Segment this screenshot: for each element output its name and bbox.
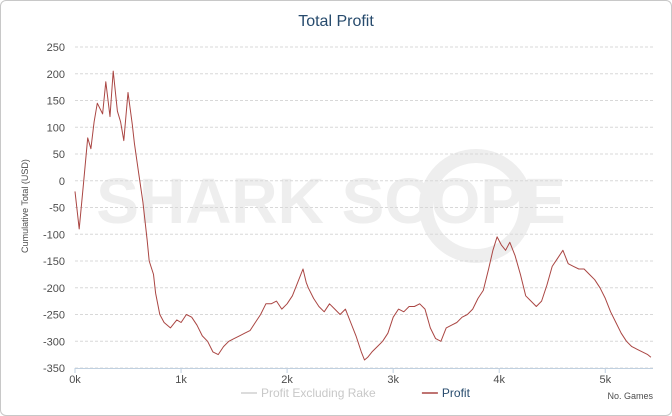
watermark: SHARK SCOPE [96,149,566,263]
y-tick-label: 150 [47,96,65,108]
y-tick-label: -300 [43,336,65,348]
legend-label: Profit [442,386,471,400]
y-tick-label: 0 [59,176,65,188]
legend-label: Profit Excluding Rake [261,386,376,400]
y-tick-label: -50 [49,203,65,215]
y-tick-label: -350 [43,363,65,375]
y-axis-ticks: 250 200 150 100 50 0 -50 -100 -150 -200 -250 -300 -3… [43,42,65,375]
x-tick-label: 2k [281,374,293,386]
legend-item-profit-excluding-rake[interactable]: Profit Excluding Rake [241,386,376,400]
series-layer [74,70,652,361]
x-tick-label: 0k [69,374,81,386]
x-axis-ticks: 0k 1k 2k 3k 4k 5k [69,368,612,386]
y-tick-label: 200 [47,69,65,81]
y-tick-label: 250 [47,42,65,54]
series-line-profit [74,70,652,361]
watermark-text: SHARK SCOPE [96,165,565,237]
x-tick-label: 1k [175,374,187,386]
x-tick-label: 5k [599,374,611,386]
y-tick-label: 100 [47,122,65,134]
grid-lines [75,46,653,369]
y-tick-label: 50 [53,149,65,161]
y-tick-label: -150 [43,256,65,268]
x-axis-title: No. Games [607,391,653,401]
legend-item-profit[interactable]: Profit [421,386,471,400]
chart-title: Total Profit [298,13,374,30]
x-tick-label: 4k [493,374,505,386]
y-tick-label: -250 [43,310,65,322]
y-tick-label: -100 [43,229,65,241]
watermark-ring [419,149,533,263]
y-axis-title: Cumulative Total (USD) [20,159,30,253]
y-tick-label: -200 [43,283,65,295]
legend[interactable]: Profit Excluding Rake Profit [241,386,471,400]
x-tick-label: 3k [387,374,399,386]
